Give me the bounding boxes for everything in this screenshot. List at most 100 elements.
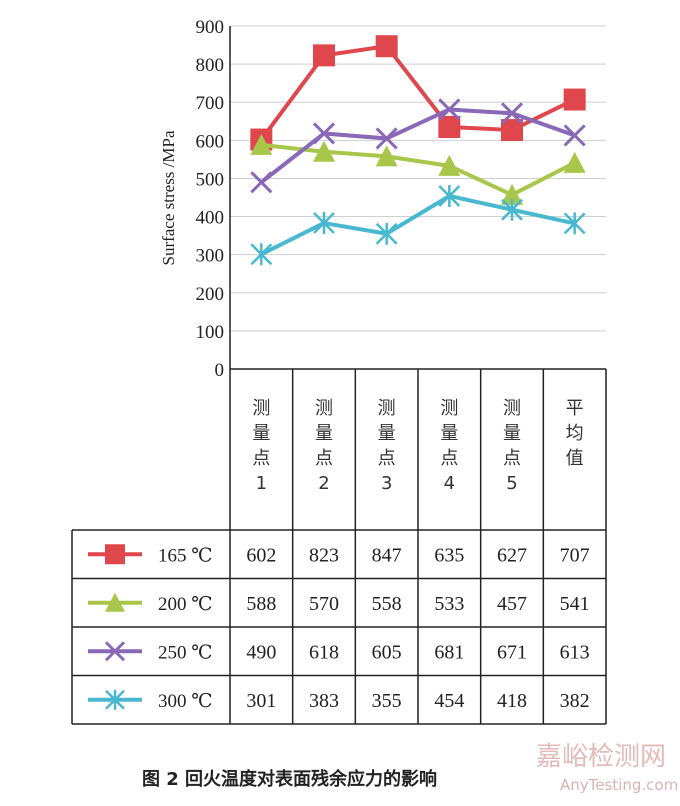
category-label-char: 点 (440, 448, 458, 469)
marker-asterisk (250, 243, 273, 266)
series-3 (250, 184, 586, 266)
marker-square (105, 544, 125, 565)
table-value: 490 (246, 641, 276, 663)
y-tick-label: 300 (196, 246, 225, 267)
marker-square (563, 88, 586, 111)
category-label-char: 点 (252, 448, 270, 469)
marker-x (312, 122, 336, 145)
marker-triangle (313, 140, 335, 162)
y-tick-label: 100 (196, 322, 225, 343)
marker-square (375, 35, 398, 58)
category-label-char: 3 (381, 473, 392, 494)
marker-triangle (501, 183, 523, 205)
category-label-char: 测 (378, 398, 396, 419)
y-tick-label: 900 (196, 17, 225, 38)
category-label-char: 点 (503, 448, 521, 469)
marker-x (375, 127, 398, 150)
grid-layer (229, 25, 606, 369)
y-tick-label: 0 (215, 360, 225, 381)
table-value: 541 (560, 593, 590, 615)
marker-triangle (250, 133, 273, 155)
legend-label: 250 ℃ (158, 642, 213, 663)
table-value: 382 (560, 690, 590, 712)
marker-asterisk (105, 689, 125, 710)
marker-x (438, 98, 461, 121)
table-value: 635 (434, 544, 464, 566)
table-value: 383 (309, 690, 339, 712)
category-label-char: 点 (315, 448, 333, 469)
marker-asterisk (375, 222, 398, 245)
table-value: 847 (372, 544, 402, 566)
table-value: 418 (497, 690, 527, 712)
legend-label: 300 ℃ (158, 691, 213, 712)
table-value: 627 (497, 544, 527, 566)
y-tick-label: 800 (196, 55, 225, 76)
marker-triangle (438, 154, 461, 176)
category-label-char: 量 (440, 423, 458, 444)
category-label-char: 量 (378, 423, 396, 444)
marker-triangle (105, 592, 125, 612)
table-value: 457 (497, 593, 527, 615)
marker-asterisk (438, 184, 461, 207)
data-table: 测量点 1 测量点 2 测量点 3 测量点 4 测量点 5 平均值 165 ℃ 602 823 847 635… (71, 368, 607, 725)
marker-x (563, 124, 586, 147)
category-label-char: 点 (378, 448, 396, 469)
category-label-char: 平 (566, 398, 584, 419)
category-label-char: 量 (503, 423, 521, 444)
marker-asterisk (563, 212, 586, 235)
category-label-char: 2 (318, 473, 329, 494)
category-label-char: 量 (315, 423, 333, 444)
category-label-char: 测 (315, 398, 333, 419)
marker-triangle (375, 145, 398, 167)
marker-square (313, 44, 335, 67)
series-1 (250, 133, 586, 205)
table-value: 605 (372, 641, 402, 663)
series-line (260, 107, 576, 184)
table-value: 681 (434, 641, 464, 663)
marker-x (104, 641, 126, 662)
y-axis-ticks: 0 100 200 300 400 500 600 700 800 900 (196, 17, 225, 381)
marker-square (438, 115, 461, 138)
category-label-char: 5 (506, 473, 517, 494)
y-tick-label: 500 (196, 169, 225, 190)
watermark-cn: 嘉峪检测网 (536, 742, 666, 772)
category-label-char: 测 (252, 398, 270, 419)
table-value: 454 (434, 690, 464, 712)
category-label-char: 4 (444, 473, 455, 494)
series-line (261, 142, 576, 197)
marker-triangle (563, 151, 586, 173)
table-value: 558 (372, 593, 402, 615)
category-label-char: 测 (440, 398, 458, 419)
series-layer (250, 35, 586, 266)
y-tick-label: 600 (196, 131, 225, 152)
table-value: 671 (497, 641, 527, 663)
y-tick-label: 400 (196, 208, 225, 229)
table-value: 618 (309, 641, 339, 663)
table-value: 355 (372, 690, 402, 712)
table-value: 588 (246, 593, 276, 615)
marker-square (501, 119, 523, 142)
y-tick-label: 700 (196, 93, 225, 114)
y-tick-label: 200 (196, 284, 225, 305)
category-label-char: 值 (566, 448, 584, 469)
table-value: 602 (246, 544, 276, 566)
table-value: 823 (309, 544, 339, 566)
category-label-char: 量 (252, 423, 270, 444)
y-axis-label: Surface stress /MPa (159, 130, 178, 265)
table-value: 570 (309, 593, 339, 615)
watermark-en: AnyTesting.com (560, 776, 678, 794)
category-label-char: 测 (503, 398, 521, 419)
table-value: 613 (560, 641, 590, 663)
series-0 (250, 35, 586, 151)
table-value: 707 (560, 544, 590, 566)
legend-label: 200 ℃ (158, 594, 213, 615)
table-value: 301 (246, 690, 276, 712)
figure-caption: 图 2 回火温度对表面残余应力的影响 (142, 768, 437, 790)
legend-label: 165 ℃ (158, 545, 213, 566)
marker-x (250, 171, 273, 194)
series-line (260, 193, 576, 257)
category-label-char: 1 (256, 473, 267, 494)
marker-asterisk (501, 198, 523, 221)
table-value: 533 (434, 593, 464, 615)
